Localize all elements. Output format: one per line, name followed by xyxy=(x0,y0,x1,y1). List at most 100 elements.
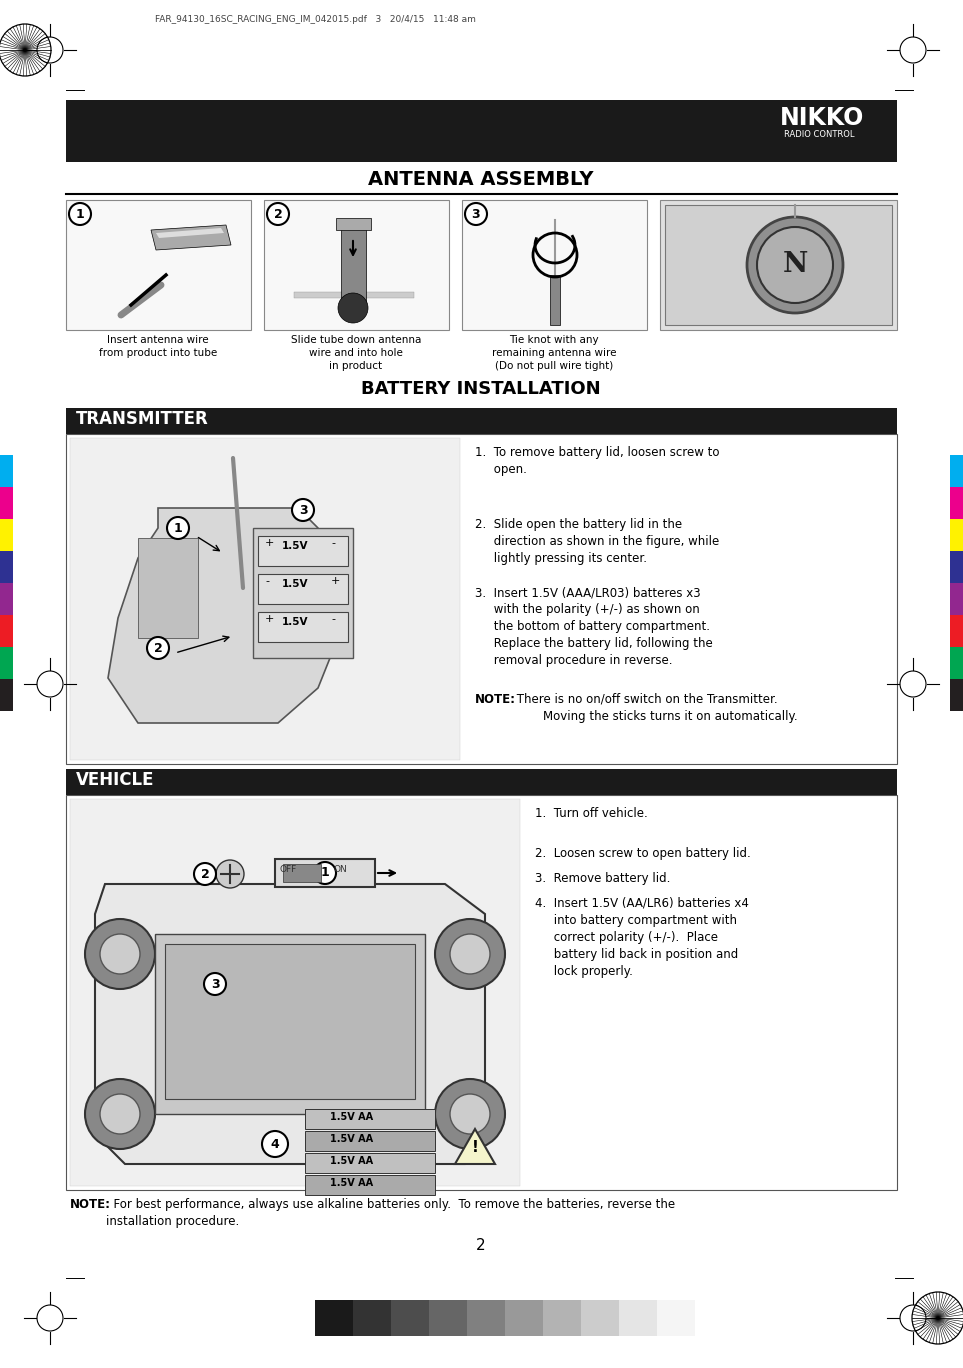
Bar xyxy=(0,583,13,616)
Bar xyxy=(467,1300,505,1337)
Circle shape xyxy=(100,1094,140,1134)
Bar xyxy=(305,1131,435,1150)
Circle shape xyxy=(747,218,843,313)
Text: RADIO CONTROL: RADIO CONTROL xyxy=(784,130,854,140)
Circle shape xyxy=(465,202,487,224)
Text: 2.  Loosen screw to open battery lid.: 2. Loosen screw to open battery lid. xyxy=(535,847,751,860)
Bar xyxy=(66,795,897,1190)
Text: 2: 2 xyxy=(154,642,163,654)
Bar xyxy=(341,220,366,305)
Circle shape xyxy=(204,973,226,995)
Bar xyxy=(429,1300,467,1337)
Text: 1: 1 xyxy=(321,866,329,880)
Text: Slide tube down antenna
wire and into hole
in product: Slide tube down antenna wire and into ho… xyxy=(291,335,421,371)
Bar xyxy=(155,934,425,1114)
Bar xyxy=(0,679,13,711)
Bar xyxy=(353,1300,391,1337)
Text: 3.  Insert 1.5V (AAA/LR03) batteres x3
     with the polarity (+/-) as shown on
: 3. Insert 1.5V (AAA/LR03) batteres x3 wi… xyxy=(475,586,713,668)
Bar xyxy=(550,275,560,326)
Bar xyxy=(70,438,460,761)
Circle shape xyxy=(167,517,189,539)
Text: BATTERY INSTALLATION: BATTERY INSTALLATION xyxy=(361,380,601,398)
Circle shape xyxy=(435,1079,505,1149)
Bar xyxy=(264,200,449,330)
Bar xyxy=(950,456,963,487)
Bar xyxy=(660,200,897,330)
Text: !: ! xyxy=(472,1140,479,1155)
Circle shape xyxy=(69,202,91,224)
Text: NOTE:: NOTE: xyxy=(475,694,516,706)
Text: Insert antenna wire
from product into tube: Insert antenna wire from product into tu… xyxy=(99,335,217,358)
Bar xyxy=(66,408,897,434)
Text: -: - xyxy=(331,614,335,624)
Circle shape xyxy=(450,934,490,974)
Text: -: - xyxy=(265,576,269,586)
Bar xyxy=(305,1175,435,1196)
Text: 1: 1 xyxy=(173,521,182,535)
Text: 1.5V: 1.5V xyxy=(282,540,308,551)
Text: VEHICLE: VEHICLE xyxy=(76,772,154,789)
Text: 1.5V AA: 1.5V AA xyxy=(330,1134,373,1144)
Circle shape xyxy=(100,934,140,974)
Circle shape xyxy=(267,202,289,224)
Text: 2: 2 xyxy=(476,1238,485,1253)
Text: +: + xyxy=(265,614,274,624)
Text: For best performance, always use alkaline batteries only.  To remove the batteri: For best performance, always use alkalin… xyxy=(106,1198,675,1228)
Bar xyxy=(619,1300,657,1337)
Text: 4: 4 xyxy=(271,1138,279,1150)
Bar xyxy=(138,538,198,637)
Text: OFF: OFF xyxy=(279,865,297,874)
Text: +: + xyxy=(265,538,274,549)
Circle shape xyxy=(85,919,155,989)
Bar xyxy=(315,1300,353,1337)
Circle shape xyxy=(435,919,505,989)
Bar xyxy=(0,487,13,518)
Bar xyxy=(950,518,963,551)
Bar xyxy=(0,647,13,679)
Bar xyxy=(0,456,13,487)
Polygon shape xyxy=(151,224,231,250)
Bar xyxy=(391,1300,429,1337)
Text: 3: 3 xyxy=(211,978,220,990)
Bar xyxy=(66,100,897,161)
Text: N: N xyxy=(782,252,808,279)
Bar xyxy=(0,551,13,583)
Text: 1.  To remove battery lid, loosen screw to
     open.: 1. To remove battery lid, loosen screw t… xyxy=(475,446,719,476)
Text: ON: ON xyxy=(333,865,347,874)
Bar xyxy=(253,528,353,658)
Text: Tie knot with any
remaining antenna wire
(Do not pull wire tight): Tie knot with any remaining antenna wire… xyxy=(492,335,616,371)
Text: -: - xyxy=(331,538,335,549)
Text: 1.5V AA: 1.5V AA xyxy=(330,1178,373,1187)
Bar xyxy=(657,1300,695,1337)
Bar xyxy=(258,611,348,642)
Text: 3: 3 xyxy=(299,503,307,517)
Text: 1: 1 xyxy=(76,208,85,220)
Text: NIKKO: NIKKO xyxy=(780,105,865,130)
Circle shape xyxy=(85,1079,155,1149)
Circle shape xyxy=(450,1094,490,1134)
Circle shape xyxy=(262,1131,288,1157)
Text: 2.  Slide open the battery lid in the
     direction as shown in the figure, whi: 2. Slide open the battery lid in the dir… xyxy=(475,518,719,565)
Text: 1.  Turn off vehicle.: 1. Turn off vehicle. xyxy=(535,807,648,819)
Text: FAR_94130_16SC_RACING_ENG_IM_042015.pdf   3   20/4/15   11:48 am: FAR_94130_16SC_RACING_ENG_IM_042015.pdf … xyxy=(155,15,476,25)
Bar xyxy=(66,769,897,795)
Text: 1.5V AA: 1.5V AA xyxy=(330,1112,373,1122)
Text: 1.5V AA: 1.5V AA xyxy=(330,1156,373,1166)
Bar xyxy=(258,575,348,605)
Circle shape xyxy=(757,227,833,302)
Bar xyxy=(581,1300,619,1337)
Bar xyxy=(70,799,520,1186)
Text: 3: 3 xyxy=(472,208,481,220)
Bar xyxy=(0,616,13,647)
Polygon shape xyxy=(95,884,485,1164)
Bar xyxy=(950,551,963,583)
Polygon shape xyxy=(156,228,224,238)
Bar xyxy=(336,218,371,230)
Circle shape xyxy=(338,293,368,323)
Text: 2: 2 xyxy=(200,867,209,881)
Bar xyxy=(305,1109,435,1129)
Text: 4.  Insert 1.5V (AA/LR6) batteries x4
     into battery compartment with
     co: 4. Insert 1.5V (AA/LR6) batteries x4 int… xyxy=(535,897,749,978)
Bar xyxy=(305,1153,435,1172)
Text: TRANSMITTER: TRANSMITTER xyxy=(76,410,209,428)
Circle shape xyxy=(194,863,216,885)
